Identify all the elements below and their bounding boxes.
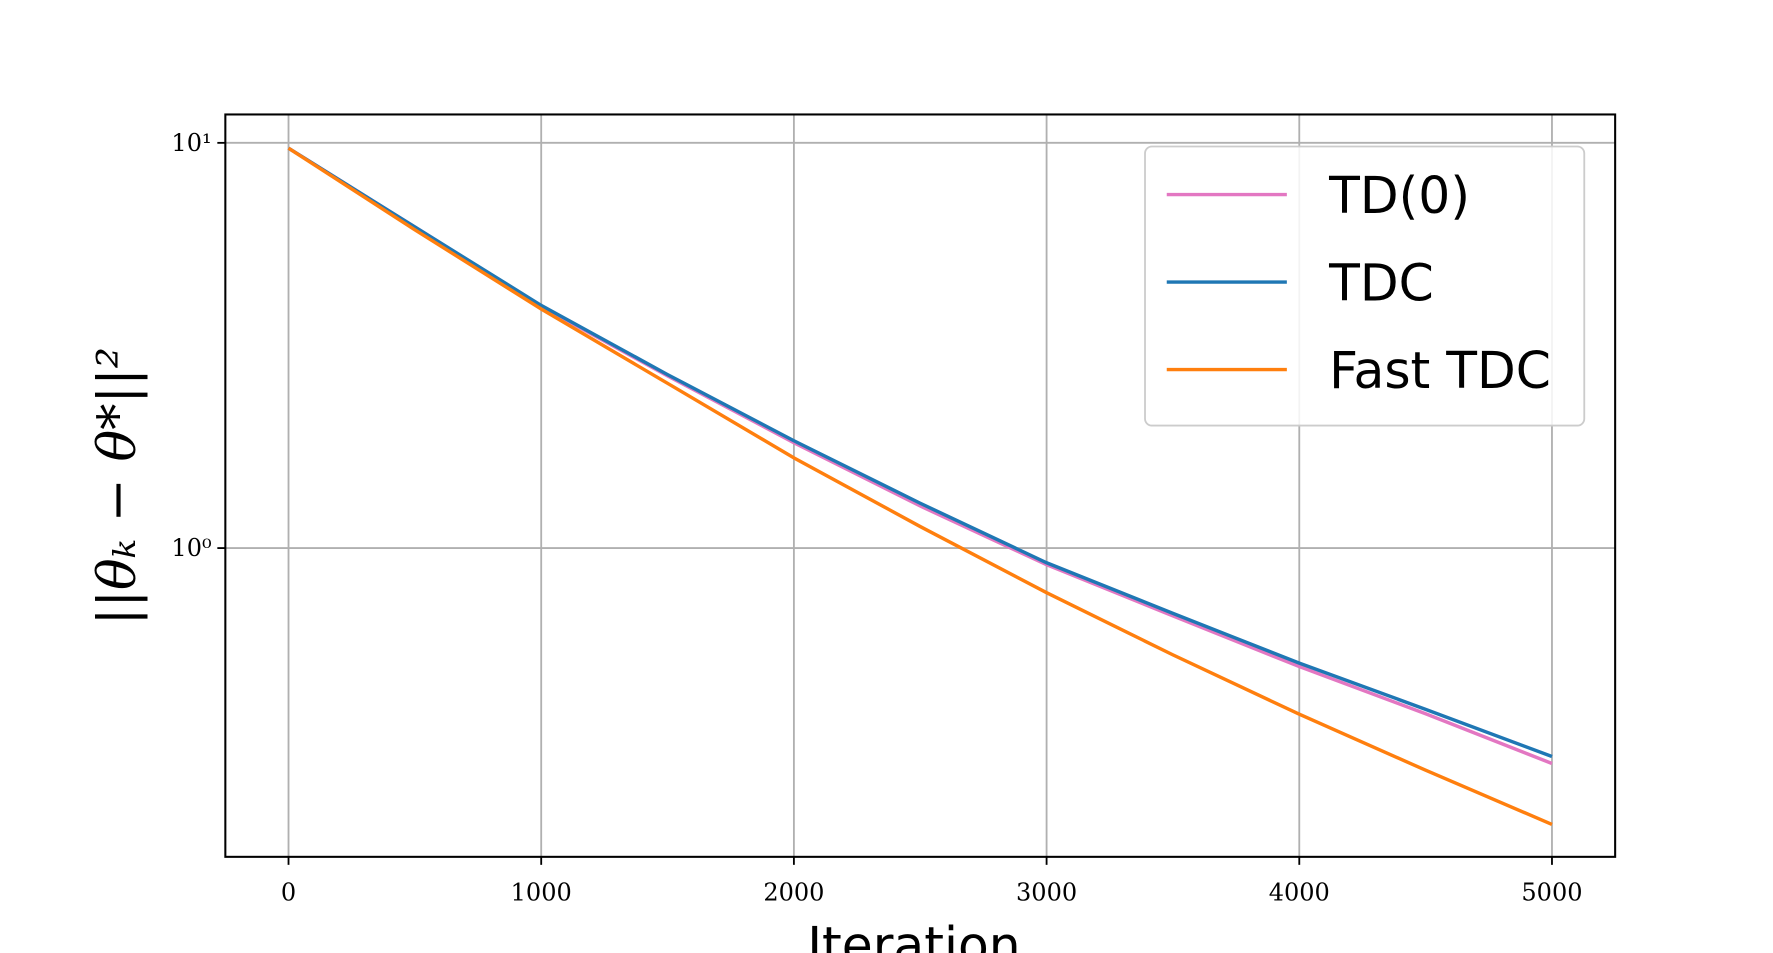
series-line [287, 146, 1553, 759]
x-tick-label: 4000 [1269, 878, 1330, 906]
legend-box [1144, 145, 1586, 427]
x-tick-label: 2000 [763, 878, 824, 906]
y-tick-label: 10¹ [171, 129, 211, 157]
y-axis-label: ||θₖ − θ*||² [87, 347, 148, 625]
x-tick-label: 5000 [1521, 878, 1582, 906]
legend-label: Fast TDC [1329, 341, 1551, 400]
series-line [287, 146, 1553, 826]
x-tick-label: 0 [281, 878, 296, 906]
x-tick-label: 1000 [511, 878, 572, 906]
legend-label: TD(0) [1328, 166, 1470, 225]
x-tick-label: 3000 [1016, 878, 1077, 906]
plot-frame [224, 113, 1617, 858]
x-axis-label: Iteration [807, 916, 1020, 953]
legend-label: TDC [1328, 253, 1434, 312]
y-tick-label: 10⁰ [171, 534, 211, 562]
